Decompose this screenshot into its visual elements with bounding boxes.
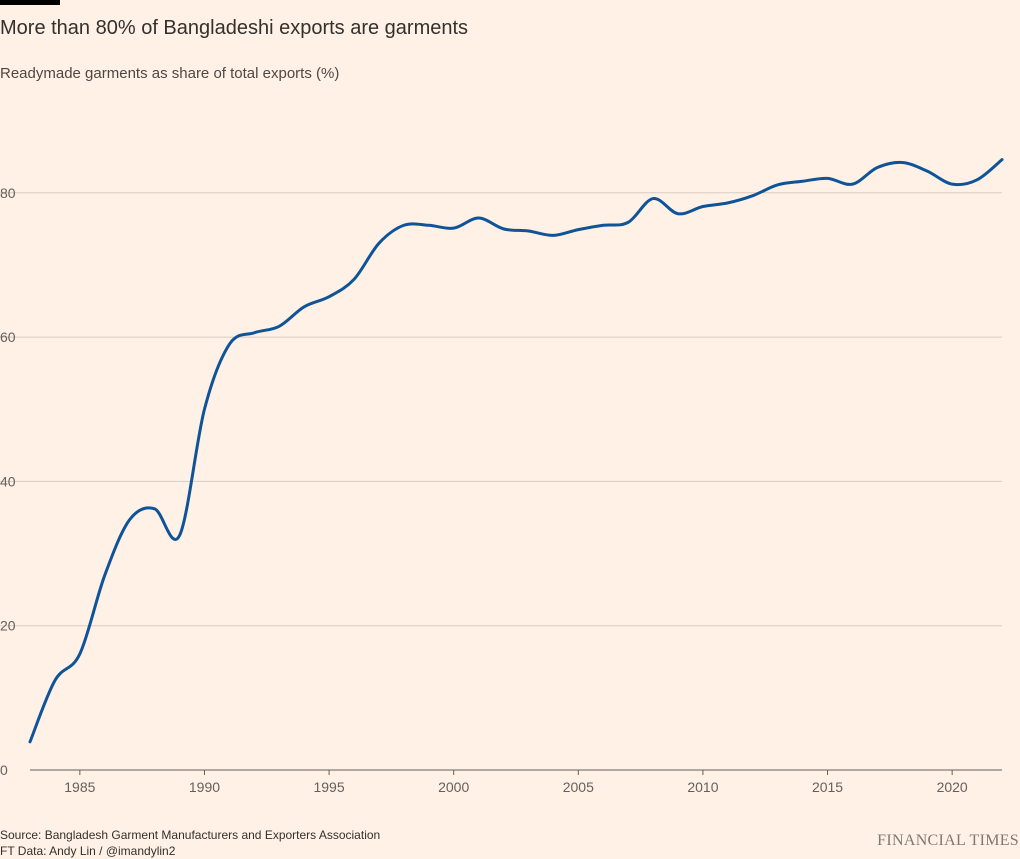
chart-subtitle: Readymade garments as share of total exp…	[0, 65, 340, 82]
y-tick-label-0: 0	[0, 762, 8, 778]
data-points	[29, 158, 1004, 743]
x-tick-label-2005: 2005	[563, 779, 594, 795]
x-tick-label-2015: 2015	[812, 779, 843, 795]
gridlines	[0, 192, 1002, 627]
x-axis	[30, 769, 1002, 775]
x-tick-label-2010: 2010	[687, 779, 718, 795]
ft-logo: FINANCIAL TIMES	[877, 832, 1019, 849]
y-tick-label-60: 60	[0, 329, 16, 345]
x-tick-label-2000: 2000	[438, 779, 469, 795]
y-axis-labels: 0 20 40 60 80	[0, 185, 16, 778]
series-line-0	[28, 158, 1004, 744]
x-tick-label-1995: 1995	[313, 779, 344, 795]
x-tick-label-1985: 1985	[64, 779, 95, 795]
x-tick-label-2020: 2020	[937, 779, 968, 795]
credit-line: FT Data: Andy Lin / @imandylin2	[0, 844, 176, 858]
source-note: Source: Bangladesh Garment Manufacturers…	[0, 827, 380, 859]
y-tick-label-40: 40	[0, 473, 16, 489]
source-line: Source: Bangladesh Garment Manufacturers…	[0, 828, 381, 842]
x-tick-label-1990: 1990	[189, 779, 220, 795]
y-tick-label-20: 20	[0, 618, 16, 634]
series-lines	[28, 158, 1004, 744]
chart-title: More than 80% of Bangladeshi exports are…	[0, 17, 469, 39]
y-tick-label-80: 80	[0, 185, 16, 201]
top-accent-bar	[0, 0, 60, 5]
x-axis-labels: 1985 1990 1995 2000 2005 2010 2015 2020	[64, 779, 968, 795]
